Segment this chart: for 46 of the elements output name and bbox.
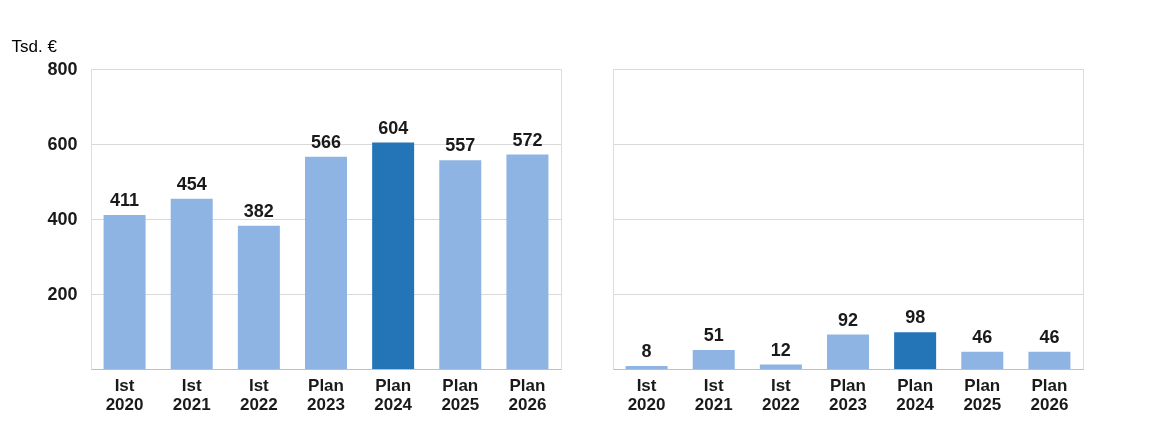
x-tick-label: Plan 2026 [1030, 375, 1069, 414]
y-tick-label: 800 [47, 58, 78, 79]
data-label: 382 [243, 200, 274, 221]
x-tick-label: Ist 2021 [694, 375, 733, 414]
bar [827, 334, 869, 369]
bar [170, 198, 213, 369]
y-tick-label: 400 [47, 208, 78, 229]
data-label: 46 [1039, 326, 1060, 347]
y-axis-title: Tsd. € [11, 36, 58, 56]
x-tick-label: Plan 2026 [508, 375, 547, 414]
data-label: 411 [110, 189, 140, 210]
data-label: 572 [512, 129, 543, 150]
x-tick-label: Plan 2023 [829, 375, 867, 414]
bar [625, 366, 668, 369]
x-tick-label: Ist 2020 [627, 375, 666, 414]
data-label: 46 [972, 326, 993, 347]
bar [372, 142, 415, 369]
x-tick-label: Ist 2022 [761, 375, 800, 414]
bar [237, 225, 280, 369]
data-label: 51 [703, 324, 724, 345]
bar [103, 214, 146, 369]
data-label: 566 [310, 131, 342, 152]
bar [439, 160, 482, 369]
x-tick-label: Ist 2021 [172, 375, 211, 414]
bar [305, 156, 347, 369]
data-label: 8 [641, 341, 652, 361]
x-tick-label: Plan 2025 [963, 375, 1002, 414]
data-label: 98 [905, 307, 926, 328]
bar [1028, 351, 1071, 369]
x-tick-label: Plan 2025 [441, 375, 480, 414]
data-label: 92 [837, 309, 859, 330]
x-tick-label: Plan 2023 [307, 375, 345, 414]
bar [961, 351, 1004, 369]
bar [894, 332, 937, 369]
x-tick-label: Ist 2022 [239, 375, 278, 414]
x-tick-label: Ist 2020 [105, 375, 144, 414]
y-tick-label: 200 [47, 283, 78, 304]
x-tick-label: Plan 2024 [896, 375, 935, 414]
bar [506, 154, 549, 369]
data-label: 604 [378, 117, 409, 138]
bar [692, 349, 735, 369]
data-label: 557 [445, 135, 476, 156]
y-tick-label: 600 [47, 133, 78, 154]
data-label: 12 [770, 339, 791, 360]
data-label: 454 [176, 173, 207, 194]
x-tick-label: Plan 2024 [374, 375, 413, 414]
